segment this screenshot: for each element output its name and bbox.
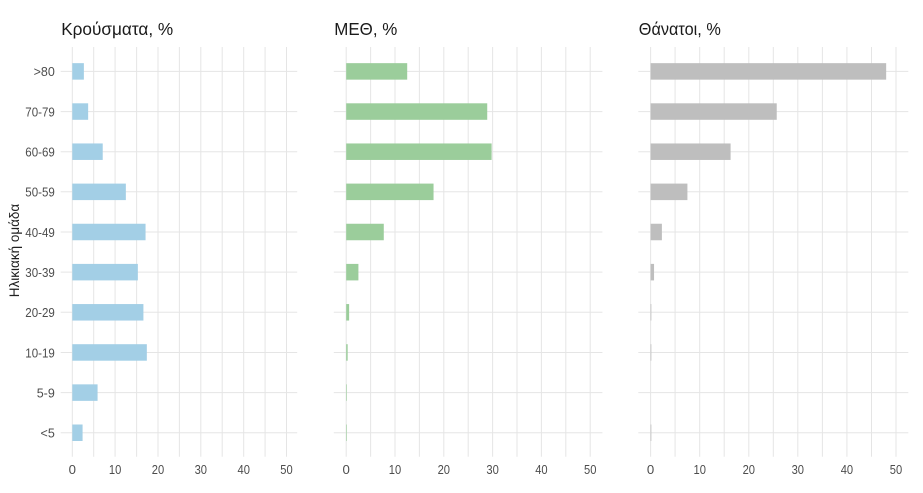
- svg-text:0: 0: [69, 462, 76, 477]
- svg-text:50-59: 50-59: [25, 186, 55, 200]
- svg-text:20: 20: [438, 462, 450, 477]
- svg-text:10: 10: [109, 462, 121, 477]
- svg-text:30: 30: [486, 462, 498, 477]
- svg-text:>80: >80: [34, 65, 55, 79]
- svg-text:40-49: 40-49: [25, 226, 55, 240]
- svg-text:10-19: 10-19: [25, 346, 55, 360]
- svg-text:40: 40: [841, 462, 853, 477]
- svg-text:40: 40: [535, 462, 547, 477]
- svg-text:70-79: 70-79: [25, 105, 55, 119]
- svg-text:50: 50: [280, 462, 292, 477]
- svg-text:30: 30: [195, 462, 207, 477]
- svg-text:Θάνατοι, %: Θάνατοι, %: [639, 19, 721, 39]
- svg-text:0: 0: [647, 462, 654, 477]
- svg-text:30-39: 30-39: [25, 266, 55, 280]
- svg-text:20: 20: [152, 462, 164, 477]
- svg-text:10: 10: [694, 462, 706, 477]
- svg-text:10: 10: [389, 462, 401, 477]
- svg-text:<5: <5: [41, 427, 55, 441]
- svg-text:60-69: 60-69: [25, 146, 55, 160]
- svg-text:20: 20: [743, 462, 755, 477]
- svg-text:Κρούσματα, %: Κρούσματα, %: [61, 19, 173, 39]
- svg-text:50: 50: [584, 462, 596, 477]
- svg-text:50: 50: [890, 462, 902, 477]
- svg-text:20-29: 20-29: [25, 306, 55, 320]
- svg-text:30: 30: [792, 462, 804, 477]
- svg-text:ΜΕΘ, %: ΜΕΘ, %: [334, 19, 397, 39]
- svg-text:0: 0: [343, 462, 350, 477]
- svg-text:Ηλικιακή ομάδα: Ηλικιακή ομάδα: [7, 204, 22, 298]
- svg-text:5-9: 5-9: [37, 386, 55, 400]
- svg-text:40: 40: [238, 462, 250, 477]
